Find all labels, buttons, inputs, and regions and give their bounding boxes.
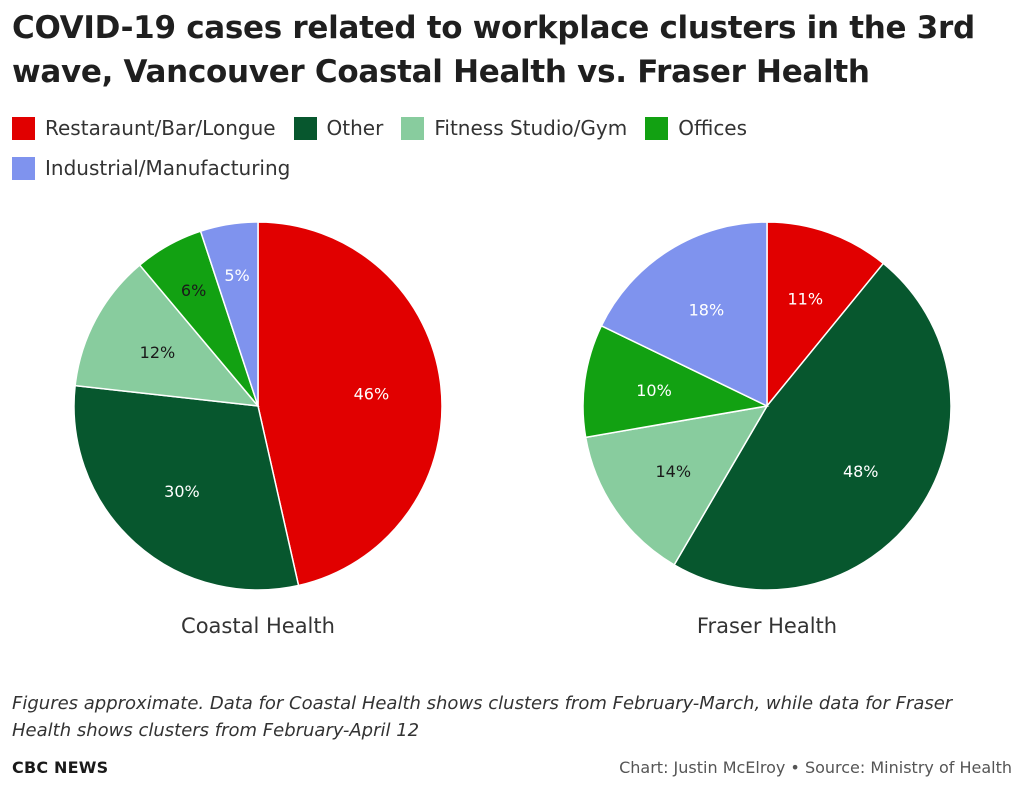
legend-swatch-offices [645,116,669,140]
legend-label-other: Other [326,116,384,140]
pie-data-label-restaraunt-bar-longue: 11% [787,290,823,309]
pie-title-fraser-health: Fraser Health [697,614,837,638]
legend-item-offices: Offices [645,114,747,142]
chart-credit: Chart: Justin McElroy • Source: Ministry… [619,758,1012,777]
pie-data-label-offices: 10% [636,381,672,400]
pie-data-label-other: 30% [164,482,200,501]
legend-item-industrial: Industrial/Manufacturing [12,154,290,182]
pie-data-label-offices: 6% [181,281,206,300]
brand-logo-text: CBC NEWS [12,758,109,777]
pie-slice-restaraunt-bar-longue [766,221,885,409]
legend-item-other: Other [293,114,384,142]
legend: Restaraunt/Bar/Longue Other Fitness Stud… [12,114,1012,182]
legend-label-fitness: Fitness Studio/Gym [434,116,628,140]
footnote: Figures approximate. Data for Coastal He… [12,693,953,741]
chart-title: COVID-19 cases related to workplace clus… [12,10,975,90]
pie-slice-fitness-studio-gym [74,263,260,407]
legend-label-offices: Offices [678,116,748,140]
pie-slice-fitness-studio-gym [584,404,769,566]
pie-data-label-industrial-manufacturing: 18% [689,300,725,319]
legend-label-industrial: Industrial/Manufacturing [45,156,291,180]
pie-chart-fraser-health: 11% 48% 14% 10% 18% [582,221,952,591]
pie-data-label-restaraunt-bar-longue: 46% [354,384,390,403]
pie-chart-coastal-health: 46% 30% 12% 6% 5% [73,221,443,591]
pie-slice-industrial-manufacturing [199,221,259,407]
pie-slice-other [73,384,300,591]
legend-swatch-restaurant [12,116,35,140]
legend-swatch-fitness [401,116,425,140]
pie-data-label-fitness-studio-gym: 14% [655,462,691,481]
pie-data-label-fitness-studio-gym: 12% [140,343,176,362]
legend-item-restaurant: Restaraunt/Bar/Longue [12,114,276,142]
legend-label-restaurant: Restaraunt/Bar/Longue [45,116,276,140]
pie-slice-industrial-manufacturing [600,221,768,408]
pie-data-label-industrial-manufacturing: 5% [224,266,249,285]
pie-data-label-other: 48% [843,462,879,481]
pie-slice-other [673,262,952,591]
pie-slice-offices [582,324,770,439]
legend-swatch-other [293,116,317,140]
pie-charts: 46% 30% 12% 6% 5% 11% 48% 14% 10% 18% Coastal He… [73,221,952,638]
legend-swatch-industrial [12,156,35,180]
pie-slice-restaraunt-bar-longue [257,221,443,587]
legend-item-fitness: Fitness Studio/Gym [401,114,627,142]
pie-title-coastal-health: Coastal Health [181,614,335,638]
